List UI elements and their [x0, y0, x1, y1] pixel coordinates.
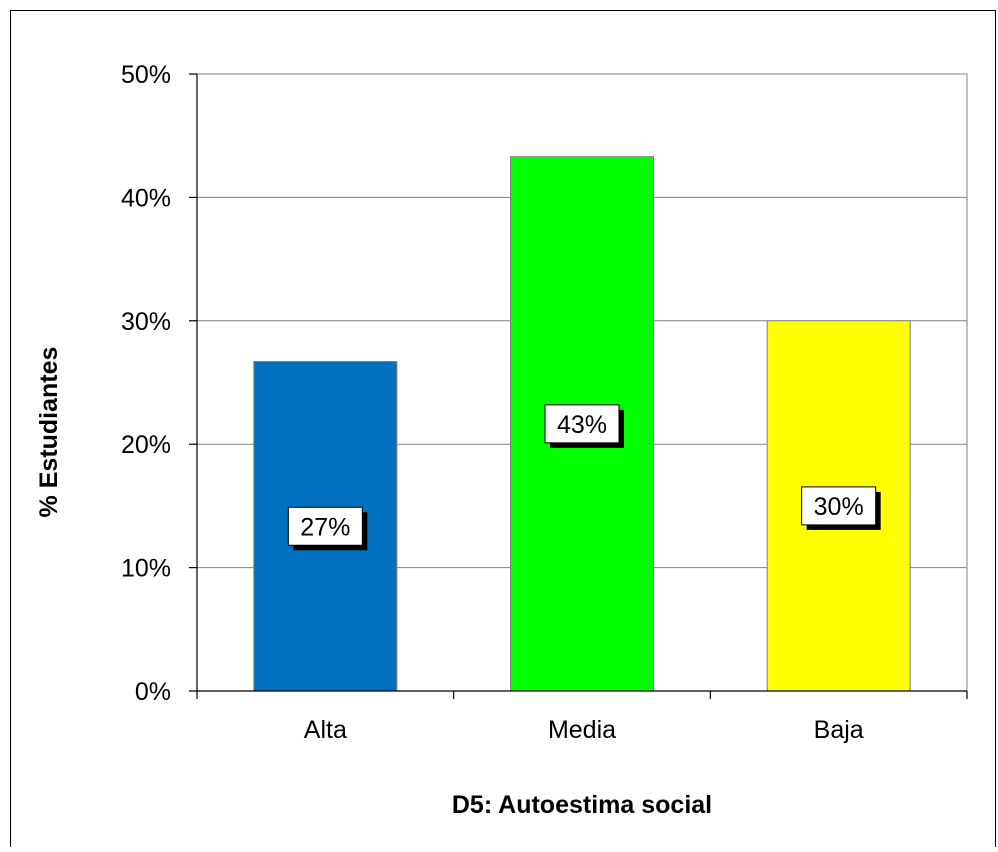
data-label: 43% — [557, 411, 607, 439]
y-axis-title: % Estudiantes — [35, 347, 63, 518]
axes — [189, 73, 968, 699]
y-tick-labels: 0% 10% 20% 30% 40% 50% — [121, 61, 171, 706]
data-label-box — [544, 404, 620, 444]
data-label-box — [801, 486, 877, 526]
data-label: 30% — [814, 493, 864, 521]
data-labels: 27% 43% 30% — [287, 404, 881, 551]
y-tick-label: 40% — [121, 184, 171, 212]
data-label: 27% — [300, 513, 350, 541]
x-tick-label: Alta — [304, 716, 347, 744]
y-tick-label: 20% — [121, 431, 171, 459]
y-tick-label: 10% — [121, 555, 171, 583]
y-tick-label: 0% — [135, 678, 171, 706]
y-tick-label: 30% — [121, 308, 171, 336]
y-tick-label: 50% — [121, 61, 171, 89]
x-tick-labels: Alta Media Baja — [304, 716, 864, 744]
x-tick-label: Media — [548, 716, 616, 744]
x-tick-label: Baja — [814, 716, 864, 744]
x-axis-title: D5: Autoestima social — [452, 791, 712, 819]
data-label-box — [287, 506, 363, 546]
